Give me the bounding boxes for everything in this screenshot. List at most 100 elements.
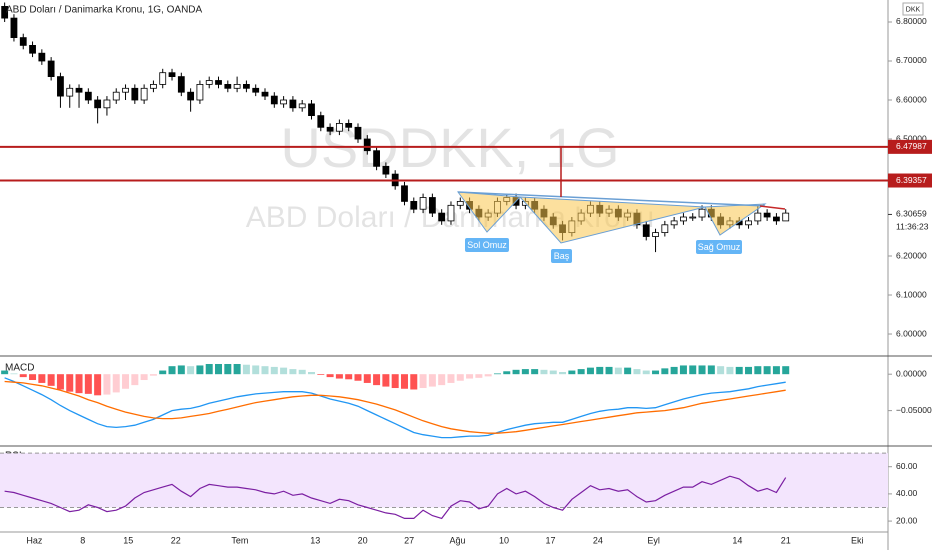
candle-body — [224, 84, 232, 89]
histogram-bar — [326, 374, 334, 378]
histogram-bar — [205, 363, 213, 375]
candle-body — [754, 212, 762, 222]
histogram-bar — [698, 365, 706, 375]
histogram-bar — [66, 374, 74, 392]
x-tick-label: 17 — [545, 535, 555, 545]
candle-body — [233, 84, 241, 89]
x-tick-label: 13 — [310, 535, 320, 545]
candle-body — [326, 126, 334, 132]
histogram-bar — [38, 374, 46, 383]
rsi-band — [0, 453, 888, 508]
candle-body — [122, 87, 129, 93]
level-label-box — [888, 173, 932, 188]
x-tick-label: 21 — [781, 535, 791, 545]
x-tick-label: Ağu — [449, 535, 465, 545]
y-tick-label: 6.80000 — [896, 16, 927, 26]
histogram-bar — [19, 374, 27, 378]
candle-body — [94, 99, 102, 109]
histogram-bar — [456, 374, 464, 381]
x-tick-label: 8 — [80, 535, 85, 545]
histogram-bar — [354, 374, 362, 381]
candle-body — [745, 220, 752, 226]
histogram-bar — [298, 369, 306, 375]
x-tick-label: 20 — [358, 535, 368, 545]
candle-body — [196, 84, 204, 101]
histogram-bar — [196, 365, 204, 375]
y-tick-label: 6.00000 — [896, 328, 927, 338]
histogram-bar — [400, 374, 408, 389]
histogram-bar — [335, 374, 343, 379]
x-tick-label: 24 — [593, 535, 603, 545]
neckline — [457, 191, 766, 207]
candle-body — [345, 123, 353, 128]
x-tick-label: Tem — [231, 535, 248, 545]
y-tick-label: 40.00 — [896, 488, 918, 498]
y-tick-label: 0.00000 — [896, 368, 927, 378]
candle-body — [38, 52, 46, 62]
signal-line — [4, 380, 786, 434]
candle-body — [57, 76, 64, 97]
macd-line — [4, 377, 786, 439]
candle-body — [428, 197, 436, 214]
histogram-bar — [475, 374, 483, 378]
histogram-bar — [689, 365, 697, 375]
histogram-bar — [549, 370, 557, 375]
histogram-bar — [94, 374, 102, 396]
histogram-bar — [215, 363, 223, 375]
histogram-bar — [75, 374, 83, 394]
candle-body — [187, 91, 195, 101]
candle-body — [1, 5, 9, 19]
histogram-bar — [717, 366, 725, 375]
candle-body — [205, 80, 213, 85]
histogram-bar — [84, 374, 92, 394]
y-tick-label: 20.00 — [896, 515, 918, 525]
histogram-bar — [1, 370, 9, 375]
x-tick-label: 27 — [404, 535, 414, 545]
histogram-bar — [745, 366, 753, 375]
histogram-bar — [512, 369, 520, 375]
candle-body — [354, 126, 362, 140]
histogram-bar — [586, 367, 594, 375]
candle-body — [373, 150, 380, 167]
candle-body — [670, 220, 678, 226]
x-tick-label: Eki — [851, 535, 864, 545]
histogram-bar — [521, 369, 529, 375]
candle-body — [410, 201, 418, 210]
candle-body — [84, 91, 92, 101]
level-label: 6.47987 — [896, 141, 927, 151]
y-tick-label: 60.00 — [896, 461, 918, 471]
candle-body — [168, 72, 176, 78]
candle-body — [280, 99, 288, 105]
histogram-bar — [47, 374, 55, 386]
x-tick-label: Haz — [26, 535, 43, 545]
x-tick-label: 10 — [499, 535, 509, 545]
candle-body — [642, 224, 650, 237]
histogram-bar — [735, 366, 743, 375]
candle-body — [29, 44, 36, 54]
candle-body — [10, 17, 18, 38]
annotation: Baş — [554, 251, 570, 261]
histogram-bar — [438, 374, 446, 386]
candle-body — [215, 80, 222, 85]
histogram-bar — [10, 373, 18, 375]
annotation-box — [551, 249, 572, 263]
histogram-bar — [131, 374, 139, 386]
candle-body — [456, 201, 464, 206]
histogram-bar — [419, 374, 427, 389]
histogram-bar — [317, 374, 325, 375]
candle-body — [289, 99, 297, 109]
candle-body — [131, 87, 139, 101]
candle-body — [66, 87, 74, 97]
candle-body — [438, 212, 446, 222]
histogram-bar — [289, 369, 297, 375]
histogram-bar — [670, 366, 678, 375]
histogram-bar — [224, 363, 232, 375]
y-tick-label: 6.60000 — [896, 94, 927, 104]
candle-body — [382, 165, 390, 175]
pane-title: MACD — [5, 363, 34, 374]
histogram-bar — [540, 369, 548, 375]
candle-body — [447, 204, 455, 222]
candle-body — [661, 224, 669, 234]
chart-title: ABD Doları / Danimarka Kronu, 1G, OANDA — [6, 5, 203, 16]
candle-body — [270, 95, 278, 105]
